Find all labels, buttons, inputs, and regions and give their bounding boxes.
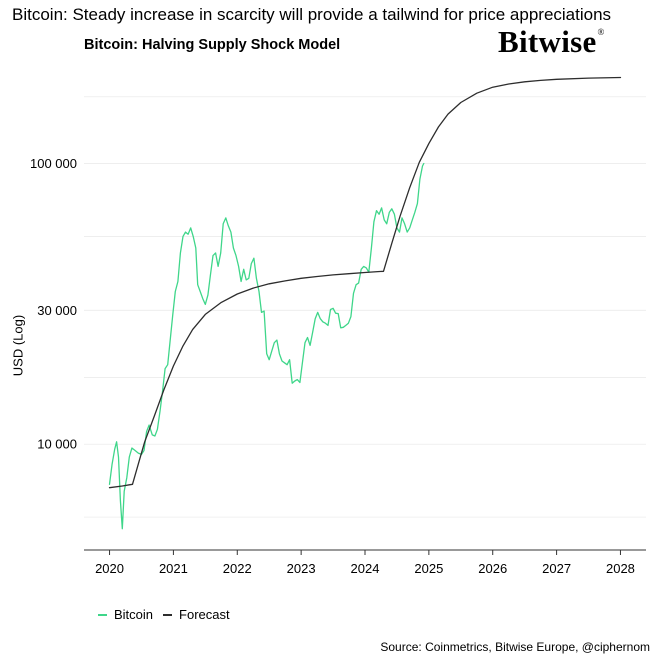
y-axis-ticks: 10 000 30 000 100 000	[30, 156, 77, 452]
grid-lines	[84, 96, 646, 518]
legend-label-forecast: Forecast	[179, 607, 230, 622]
series-line-bitcoin	[108, 162, 425, 530]
x-axis: 2020 2021 2022 2023 2024 2025 2026 2027 2028	[84, 549, 646, 576]
y-tick-label: 10 000	[37, 437, 77, 452]
source-note: Source: Coinmetrics, Bitwise Europe, @ci…	[380, 640, 650, 654]
x-tick-label: 2021	[159, 561, 188, 576]
x-tick-label: 2024	[351, 561, 380, 576]
series-lines	[108, 76, 622, 530]
legend-label-bitcoin: Bitcoin	[114, 607, 154, 622]
x-tick-label: 2026	[478, 561, 507, 576]
legend: Bitcoin Forecast	[98, 607, 240, 622]
y-tick-label: 30 000	[37, 303, 77, 318]
page-headline: Bitcoin: Steady increase in scarcity wil…	[12, 5, 612, 24]
logo-wordmark: Bitwise	[498, 24, 597, 59]
x-tick-label: 2023	[287, 561, 316, 576]
registered-mark: ®	[597, 27, 605, 37]
x-tick-label: 2022	[223, 561, 252, 576]
y-axis-label-container: USD (Log)	[10, 250, 30, 450]
bitwise-logo: Bitwise®	[498, 24, 605, 60]
x-tick-label: 2027	[542, 561, 571, 576]
series-line-forecast	[108, 76, 622, 489]
chart-plot: 2020 2021 2022 2023 2024 2025 2026 2027 2028 10 …	[30, 76, 646, 576]
y-tick-label: 100 000	[30, 156, 77, 171]
legend-item-forecast: Forecast	[163, 607, 230, 622]
legend-swatch-forecast	[163, 613, 173, 616]
x-tick-label: 2025	[414, 561, 443, 576]
y-axis-label: USD (Log)	[10, 314, 26, 377]
x-tick-label: 2020	[95, 561, 124, 576]
x-tick-label: 2028	[606, 561, 635, 576]
legend-swatch-bitcoin	[98, 613, 107, 616]
chart-title: Bitcoin: Halving Supply Shock Model	[84, 37, 341, 53]
legend-item-bitcoin: Bitcoin	[98, 607, 153, 622]
